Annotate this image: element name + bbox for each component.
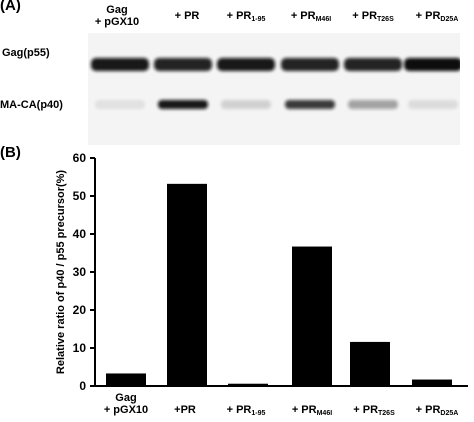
y-tick-label-20: 20 xyxy=(73,303,87,317)
x-label-6: + PRD25A xyxy=(402,404,472,420)
lane-label-6-sub: D25A xyxy=(440,16,459,23)
row-label-p40: MA-CA(p40) xyxy=(0,99,63,111)
bar-2 xyxy=(167,183,207,386)
x-label-4-sub: M46I xyxy=(316,410,333,417)
band-p40-lane-6 xyxy=(408,100,458,109)
band-p40-lane-3 xyxy=(221,100,271,109)
x-label-5-sub: T26S xyxy=(378,410,395,417)
lane-label-4-base: + PR xyxy=(290,10,316,22)
x-label-1-line1: Gag xyxy=(115,392,137,404)
lane-label-3-base: + PR xyxy=(226,10,252,22)
western-blot xyxy=(88,33,462,145)
y-tick-label-30: 30 xyxy=(73,265,87,279)
band-p40-lane-2 xyxy=(158,100,208,109)
y-tick-label-40: 40 xyxy=(73,227,87,241)
x-label-1-line2: + pGX10 xyxy=(103,404,149,416)
panel-a-label: (A) xyxy=(0,0,21,14)
band-p55-lane-5 xyxy=(344,58,402,71)
bar-4 xyxy=(292,246,332,386)
lane-label-3-sub: 1-95 xyxy=(251,16,266,23)
band-p40-lane-4 xyxy=(285,100,335,109)
x-label-5-base: + PR xyxy=(353,404,379,416)
row-label-p55: Gag(p55) xyxy=(2,47,50,59)
x-label-2: +PR xyxy=(160,404,210,416)
lane-label-4-sub: M46I xyxy=(315,16,332,23)
y-tick-label-10: 10 xyxy=(73,341,87,355)
lane-label-6-base: + PR xyxy=(415,10,441,22)
x-label-3-base: + PR xyxy=(226,404,252,416)
band-p40-lane-1 xyxy=(95,100,145,109)
x-label-5: + PRT26S xyxy=(342,404,406,420)
y-tick-label-60: 60 xyxy=(73,151,87,165)
lane-label-2-base: + PR xyxy=(174,10,200,22)
panel-b-label: (B) xyxy=(0,144,21,161)
band-p55-lane-4 xyxy=(281,58,339,71)
x-label-2-base: +PR xyxy=(174,404,196,416)
x-label-6-sub: D25A xyxy=(440,410,459,417)
lane-label-5-sub: T26S xyxy=(377,16,394,23)
x-label-4-base: + PR xyxy=(291,404,317,416)
x-label-6-base: + PR xyxy=(415,404,441,416)
y-axis-label: Relative ratio of p40 / p55 precursor(%) xyxy=(55,170,67,375)
bar-6 xyxy=(412,379,452,386)
x-label-3: + PR1-95 xyxy=(214,404,278,420)
lane-label-2: + PR xyxy=(158,10,216,26)
lane-label-1: Gag + pGX10 xyxy=(84,4,150,28)
band-p55-lane-6 xyxy=(404,58,462,71)
band-p55-lane-2 xyxy=(154,58,212,71)
lane-label-1-line1: Gag xyxy=(106,4,128,16)
band-p55-lane-1 xyxy=(91,58,149,71)
x-label-1: Gag + pGX10 xyxy=(92,392,160,416)
lane-label-5: + PRT26S xyxy=(340,10,406,26)
bar-1 xyxy=(106,373,146,386)
y-tick-label-0: 0 xyxy=(79,379,86,393)
bar-5 xyxy=(350,341,390,386)
band-p40-lane-5 xyxy=(348,100,398,109)
y-tick-label-50: 50 xyxy=(73,189,87,203)
lane-label-3: + PR1-95 xyxy=(214,10,278,26)
western-blot-bands xyxy=(91,58,462,109)
lane-label-1-line2: + pGX10 xyxy=(94,16,140,28)
band-p55-lane-3 xyxy=(217,58,275,71)
lane-label-6: + PRD25A xyxy=(402,10,472,26)
x-label-4: + PRM46I xyxy=(278,404,346,420)
x-label-3-sub: 1-95 xyxy=(251,410,266,417)
lane-label-4: + PRM46I xyxy=(276,10,346,26)
bar-3 xyxy=(228,383,268,386)
lane-label-5-base: + PR xyxy=(352,10,378,22)
